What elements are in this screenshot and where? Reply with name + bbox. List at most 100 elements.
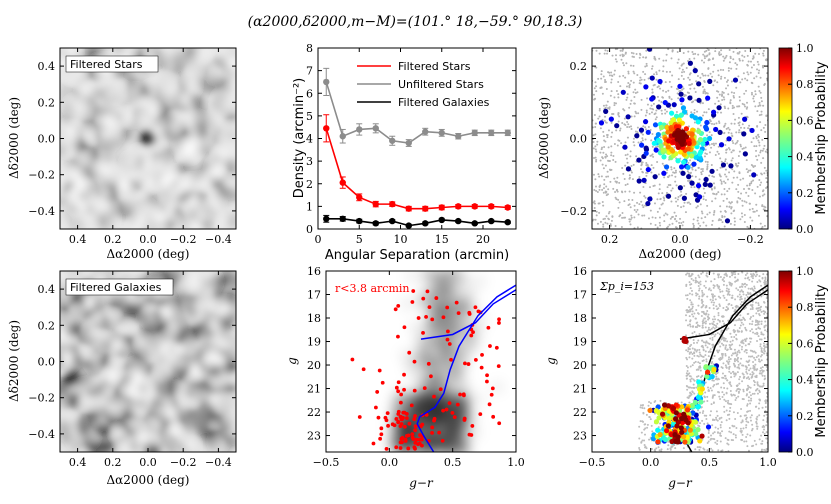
field-star bbox=[641, 432, 643, 434]
density-blob bbox=[87, 92, 93, 98]
field-star bbox=[741, 380, 743, 382]
field-star bbox=[670, 218, 672, 220]
field-star bbox=[622, 108, 624, 110]
field-star bbox=[693, 186, 695, 188]
y-tick-label: 0.0 bbox=[38, 356, 56, 369]
density-blob bbox=[203, 328, 209, 334]
field-star bbox=[723, 200, 725, 202]
field-star bbox=[670, 57, 672, 59]
field-star bbox=[741, 200, 743, 202]
field-star bbox=[647, 424, 649, 426]
field-star bbox=[720, 175, 722, 177]
field-star bbox=[630, 103, 632, 105]
field-star bbox=[761, 111, 763, 113]
field-star bbox=[764, 83, 766, 85]
field-star bbox=[758, 53, 760, 55]
field-star bbox=[706, 134, 708, 136]
field-star bbox=[603, 183, 605, 185]
field-star bbox=[757, 134, 759, 136]
star-point bbox=[410, 432, 414, 436]
field-star bbox=[764, 321, 766, 323]
field-star bbox=[655, 118, 657, 120]
density-blob bbox=[176, 180, 190, 194]
field-star bbox=[711, 164, 713, 166]
field-star bbox=[676, 111, 678, 113]
field-star bbox=[746, 108, 748, 110]
field-star bbox=[754, 333, 756, 335]
field-star bbox=[607, 188, 609, 190]
field-star bbox=[720, 441, 722, 443]
star-point bbox=[497, 317, 501, 321]
member-star bbox=[666, 138, 671, 143]
field-star bbox=[706, 54, 708, 56]
field-star bbox=[749, 435, 751, 437]
field-star bbox=[625, 99, 627, 101]
field-star bbox=[749, 209, 751, 211]
field-star bbox=[697, 191, 699, 193]
field-star bbox=[745, 192, 747, 194]
field-star bbox=[629, 177, 631, 179]
field-star bbox=[746, 102, 748, 104]
field-star bbox=[687, 350, 689, 352]
field-star bbox=[690, 84, 692, 86]
member-star bbox=[622, 145, 627, 150]
density-blob bbox=[214, 289, 223, 298]
density-blob bbox=[187, 412, 198, 423]
field-star bbox=[662, 90, 664, 92]
member-star bbox=[666, 194, 671, 199]
field-star bbox=[660, 101, 662, 103]
field-star bbox=[634, 209, 636, 211]
field-star bbox=[605, 176, 607, 178]
field-star bbox=[713, 182, 715, 184]
density-blob bbox=[211, 377, 217, 383]
field-star bbox=[673, 167, 675, 169]
y-axis-label: Density (arcmin⁻²) bbox=[292, 78, 307, 198]
field-star bbox=[742, 372, 744, 374]
field-star bbox=[702, 196, 704, 198]
field-star bbox=[685, 357, 687, 359]
density-blob bbox=[114, 399, 127, 412]
field-star bbox=[759, 151, 761, 153]
star-point bbox=[429, 374, 433, 378]
member-star bbox=[637, 178, 642, 183]
field-star bbox=[735, 87, 737, 89]
field-star bbox=[645, 114, 647, 116]
field-star bbox=[708, 175, 710, 177]
field-star bbox=[601, 147, 603, 149]
field-star bbox=[734, 217, 736, 219]
field-star bbox=[715, 122, 717, 124]
field-star bbox=[675, 226, 677, 228]
field-star bbox=[691, 293, 693, 295]
member-star bbox=[679, 113, 684, 118]
field-star bbox=[621, 59, 623, 61]
star-point bbox=[491, 386, 495, 390]
member-star bbox=[680, 171, 685, 176]
field-star bbox=[689, 172, 691, 174]
field-star bbox=[692, 315, 694, 317]
density-blob bbox=[170, 316, 180, 326]
field-star bbox=[631, 52, 633, 54]
field-star bbox=[701, 290, 703, 292]
field-star bbox=[748, 378, 750, 380]
field-star bbox=[756, 340, 758, 342]
density-blob bbox=[181, 199, 191, 209]
field-star bbox=[753, 100, 755, 102]
member-star bbox=[636, 157, 641, 162]
field-star bbox=[650, 139, 652, 141]
data-point bbox=[505, 204, 511, 210]
field-star bbox=[612, 113, 614, 115]
field-star bbox=[715, 143, 717, 145]
star-point bbox=[394, 307, 398, 311]
field-star bbox=[740, 193, 742, 195]
data-point bbox=[356, 126, 362, 132]
field-star bbox=[681, 75, 683, 77]
field-star bbox=[613, 74, 615, 76]
field-star bbox=[717, 449, 719, 451]
field-star bbox=[658, 446, 660, 448]
density-blob bbox=[178, 305, 185, 312]
field-star bbox=[652, 156, 654, 158]
field-star bbox=[692, 100, 694, 102]
field-star bbox=[630, 223, 632, 225]
density-blob bbox=[139, 97, 147, 105]
field-star bbox=[705, 350, 707, 352]
